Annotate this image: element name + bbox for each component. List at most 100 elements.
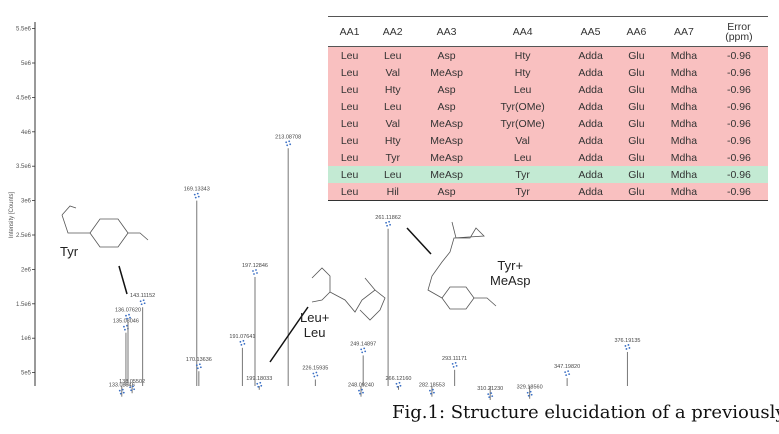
isotope-marker-icon [360,347,367,354]
table-cell: Glu [614,183,658,201]
table-cell: Leu [371,98,415,115]
peak-label: 213.08708 [275,134,301,140]
table-cell: Leu [328,149,372,166]
y-tick-label: 2e6 [21,267,32,273]
table-cell: Asp [414,81,479,98]
table-cell: -0.96 [709,132,768,149]
peak-label: 197.12846 [242,263,268,269]
isotope-marker-icon [118,388,125,395]
table-cell: -0.96 [709,98,768,115]
peak-label: 310.21230 [477,386,503,392]
y-tick-label: 4.5e6 [16,95,32,101]
leu-leu-label-line2: Leu [303,325,326,340]
isotope-marker-icon [129,385,136,392]
peak-label: 138.05502 [119,379,145,385]
table-cell: Leu [371,46,415,64]
peak-label: 329.18560 [517,385,543,391]
table-cell: Adda [566,183,615,201]
y-tick-label: 3.5e6 [16,164,32,170]
mass-spectrum: 5e5 1e6 1.5e6 2e6 2.5e6 3e6 3.5e6 4e6 4.5e6 5e6 5.… [9,22,640,400]
table-cell: Tyr(OMe) [478,98,567,115]
table-row: Leu Hty MeAsp Val Adda Glu Mdha -0.96 [328,132,768,149]
table-cell: -0.96 [709,149,768,166]
leu-leu-label: Leu+ Leu [300,310,329,340]
column-header: AA1 [328,16,372,47]
table-cell: Leu [328,64,372,81]
isotope-marker-icon [487,392,494,399]
table-cell: Mdha [657,98,710,115]
column-header: AA4 [478,16,567,47]
column-header: AA6 [614,16,658,47]
table-cell: Leu [371,166,415,183]
peak-label: 376.19135 [614,338,640,344]
table-cell: Leu [328,132,372,149]
tyr-label: Tyr [60,244,79,259]
peak-label: 261.11862 [375,215,401,221]
table-cell: Adda [566,166,615,183]
peak-label: 282.18553 [419,383,445,389]
y-tick-label: 3e6 [21,199,32,205]
isotope-marker-icon [385,220,391,227]
table-cell: MeAsp [414,115,479,132]
table-cell: Hty [478,46,567,64]
table-cell: Adda [566,46,615,64]
y-axis-label: Intensity [Counts] [9,191,15,238]
table-cell: Val [371,115,415,132]
table-cell: MeAsp [414,166,479,183]
table-cell: -0.96 [709,115,768,132]
column-header: Error (ppm) [709,16,768,47]
table-cell: Hty [478,64,567,81]
peak-label: 191.07641 [229,334,255,340]
isotope-marker-icon [564,370,571,377]
isotope-marker-icon [395,381,402,388]
isotope-marker-icon [285,140,292,147]
column-header: AA5 [566,16,615,47]
y-tick-label: 1.5e6 [16,302,32,308]
table-row: Leu Leu MeAsp Tyr Adda Glu Mdha -0.96 [328,166,768,183]
peak-label: 199.18033 [246,376,272,382]
y-tick-label: 5e6 [21,61,32,67]
tyr-measp-label: Tyr+ MeAsp [490,258,530,288]
isotope-marker-icon [358,388,364,395]
table-cell: -0.96 [709,183,768,201]
peak-label: 293.11171 [442,356,467,362]
table-cell: Mdha [657,183,710,201]
table-cell: Leu [328,98,372,115]
peak-label: 169.13343 [184,187,210,193]
isotope-marker-icon [252,269,258,275]
table-cell: Asp [414,98,479,115]
y-tick-label: 5e5 [21,371,32,377]
column-header-line: (ppm) [725,30,753,43]
table-cell: Adda [566,149,615,166]
table-row: Leu Leu Asp Hty Adda Glu Mdha -0.96 [328,46,768,64]
table-cell: Leu [328,183,372,201]
isotope-marker-icon [239,339,246,346]
table-cell: Leu [328,166,372,183]
table-cell: Leu [328,46,372,64]
isotope-marker-icon [429,388,435,395]
table-cell: Glu [614,81,658,98]
table-row: Leu Leu Asp Tyr(OMe) Adda Glu Mdha -0.96 [328,98,768,115]
table-cell: Asp [414,46,479,64]
table-cell: Glu [614,46,658,64]
table-cell: Mdha [657,132,710,149]
table-cell: MeAsp [414,149,479,166]
isotope-marker-icon [312,371,319,378]
y-tick-label: 4e6 [21,130,32,136]
column-header-line: Error [727,20,751,33]
isotope-marker-icon [451,361,458,368]
table-cell: Adda [566,132,615,149]
table-cell: Adda [566,64,615,81]
isotope-marker-icon [139,299,146,306]
isotope-marker-icon [624,344,631,350]
peak-label: 133.08546 [109,383,135,389]
table-cell: Adda [566,115,615,132]
table-cell: Asp [414,183,479,201]
table-cell: Leu [478,81,567,98]
table-row: Leu Val MeAsp Hty Adda Glu Mdha -0.96 [328,64,768,81]
peak-label: 249.14897 [350,341,376,347]
table-cell: Adda [566,81,615,98]
structure-drawings [61,205,497,321]
peak-label: 135.08046 [113,319,139,325]
